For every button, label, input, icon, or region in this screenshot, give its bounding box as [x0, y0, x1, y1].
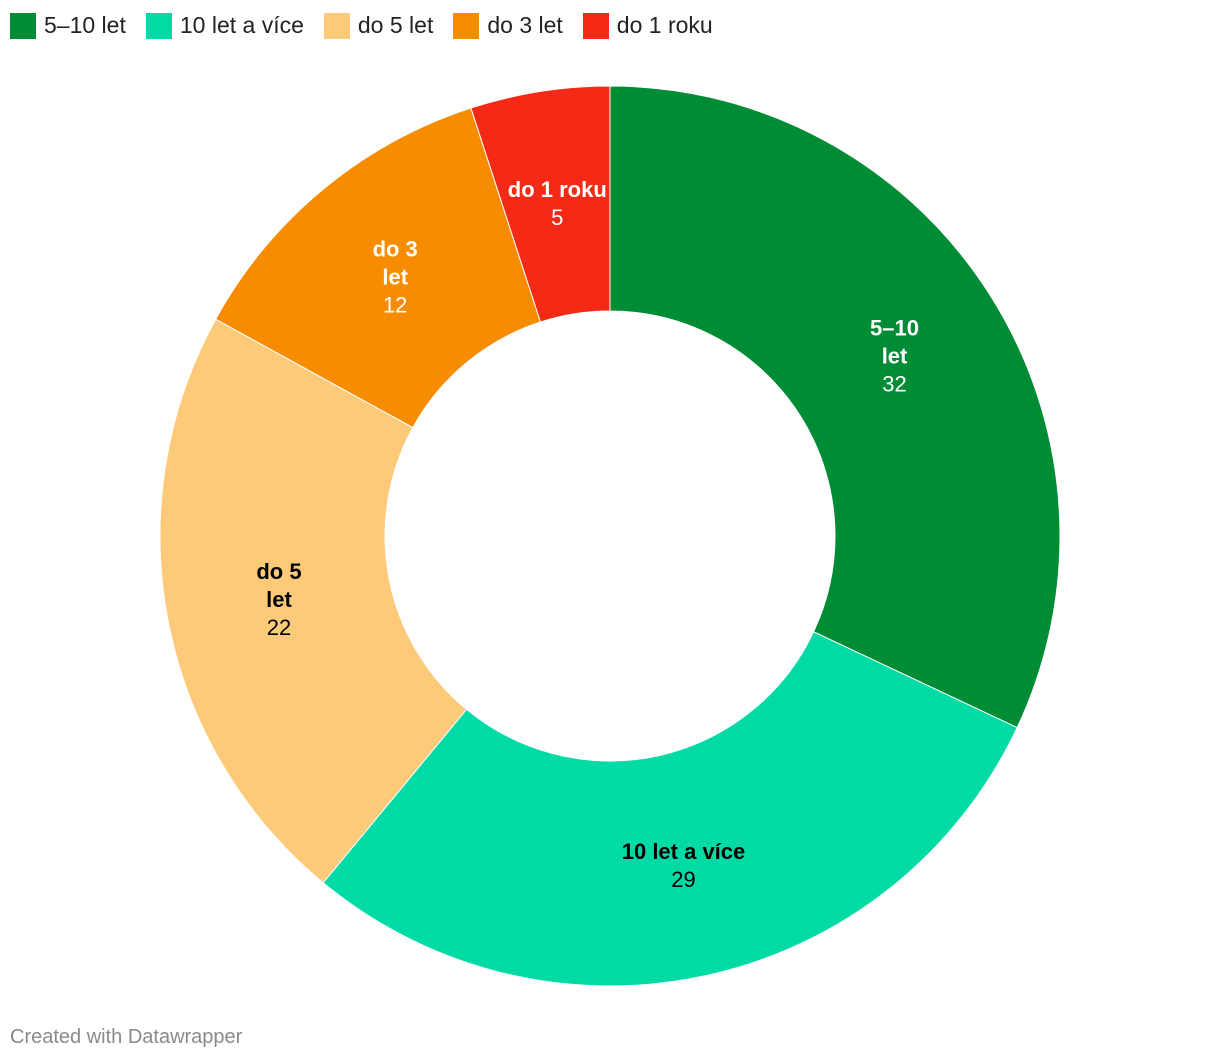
- legend-swatch: [10, 12, 36, 39]
- chart-legend: 5–10 let 10 let a více do 5 let do 3 let…: [10, 12, 733, 39]
- legend-swatch: [323, 12, 350, 39]
- slice-name: let: [882, 343, 908, 368]
- legend-swatch: [145, 12, 172, 39]
- donut-slice-label: do 1 roku 5: [508, 177, 607, 230]
- legend-item-10-let-a-vice: 10 let a více: [145, 12, 304, 39]
- donut-slice-0[interactable]: [609, 85, 1061, 729]
- legend-item-5-10-let: 5–10 let: [10, 12, 126, 39]
- slice-name: 5–10: [870, 315, 919, 340]
- donut-slice-2[interactable]: [159, 318, 468, 884]
- slice-name: let: [382, 264, 408, 289]
- slice-name: do 1 roku: [508, 177, 607, 202]
- legend-item-do-3-let: do 3 let: [453, 12, 563, 39]
- donut-slice-label: 5–10 let 32: [870, 315, 919, 396]
- slice-value: 32: [882, 371, 906, 396]
- slice-name: do 5: [256, 559, 301, 584]
- donut-slice-label: 10 let a více 29: [622, 839, 746, 892]
- legend-item-do-5-let: do 5 let: [323, 12, 434, 39]
- donut-labels: 5–10 let 32 10 let a více 29 do 5 let 22 do 3 let…: [256, 177, 919, 892]
- donut-slice-label: do 5 let 22: [256, 559, 301, 640]
- donut-slice-3[interactable]: [214, 107, 542, 429]
- slice-value: 5: [551, 205, 563, 230]
- donut-slice-1[interactable]: [322, 631, 1018, 987]
- donut-slice-4[interactable]: [470, 85, 611, 323]
- slice-value: 22: [267, 615, 291, 640]
- legend-label: do 1 roku: [616, 12, 713, 38]
- legend-swatch: [582, 12, 609, 39]
- datawrapper-credit: Created with Datawrapper: [10, 1026, 243, 1048]
- donut-slice-label: do 3 let 12: [373, 236, 418, 317]
- legend-swatch: [453, 12, 480, 39]
- legend-label: 10 let a více: [179, 12, 304, 38]
- donut-slices: [159, 85, 1061, 987]
- slice-value: 12: [383, 292, 407, 317]
- slice-name: do 3: [373, 236, 418, 261]
- slice-value: 29: [671, 867, 695, 892]
- slice-name: 10 let a více: [622, 839, 746, 864]
- slice-name: let: [266, 587, 292, 612]
- legend-item-do-1-roku: do 1 roku: [582, 12, 713, 39]
- legend-label: do 5 let: [357, 12, 434, 38]
- legend-label: 5–10 let: [44, 12, 126, 38]
- legend-label: do 3 let: [487, 12, 563, 38]
